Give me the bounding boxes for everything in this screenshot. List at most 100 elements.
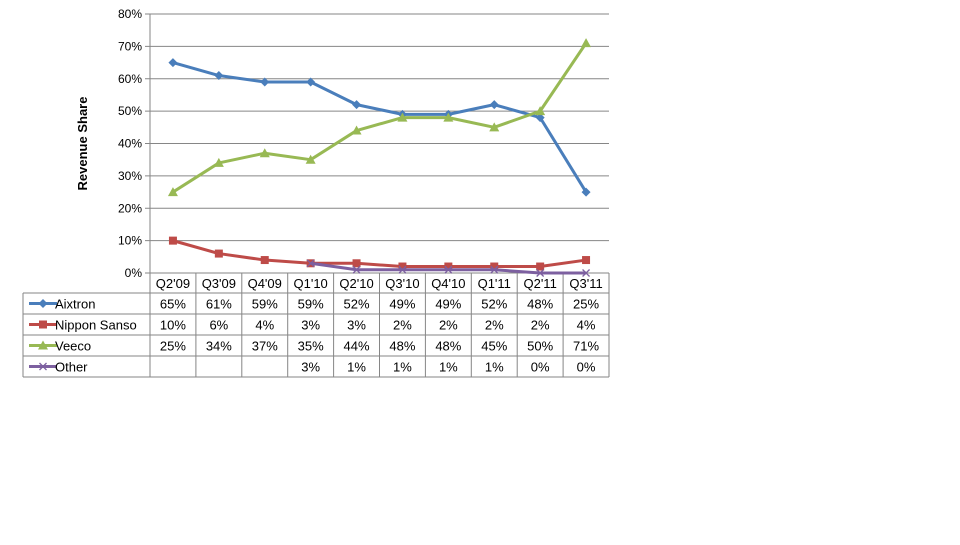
legend-label: Nippon Sanso	[55, 318, 137, 333]
data-point	[306, 259, 315, 268]
legend-label: Other	[55, 360, 88, 375]
data-point	[535, 113, 545, 123]
data-label: 3%	[347, 318, 366, 333]
data-label: 1%	[485, 360, 504, 375]
data-point	[536, 262, 545, 271]
data-point	[582, 256, 591, 265]
series-line-nippon-sanso	[172, 239, 587, 269]
data-point	[352, 100, 362, 110]
data-label: 48%	[527, 297, 553, 312]
data-label: 59%	[252, 297, 278, 312]
category-label: Q2'09	[156, 276, 190, 291]
data-point	[351, 125, 362, 135]
data-point	[260, 256, 269, 265]
category-label: Q2'11	[523, 276, 556, 291]
data-point	[260, 77, 270, 87]
data-label: 61%	[206, 297, 232, 312]
data-point	[489, 122, 500, 132]
data-point	[443, 112, 454, 122]
y-tick-label: 30%	[118, 169, 142, 183]
y-tick-label: 50%	[118, 104, 142, 118]
y-tick-label: 40%	[118, 137, 142, 151]
data-label: 48%	[435, 339, 461, 354]
category-label: Q1'11	[478, 276, 511, 291]
data-label: 2%	[485, 318, 504, 333]
data-point	[398, 262, 407, 271]
data-label: 0%	[531, 360, 550, 375]
category-label: Q3'11	[569, 276, 602, 291]
data-label: 2%	[393, 318, 412, 333]
data-point	[214, 71, 224, 81]
data-point	[306, 77, 316, 87]
data-label: 4%	[577, 318, 596, 333]
legend-key	[39, 320, 47, 329]
data-label: 4%	[255, 318, 274, 333]
data-point	[214, 249, 223, 258]
data-label: 2%	[531, 318, 550, 333]
data-label: 49%	[389, 297, 415, 312]
category-label: Q2'10	[339, 276, 373, 291]
data-label: 37%	[252, 339, 278, 354]
y-tick-label: 80%	[118, 7, 142, 21]
data-label: 3%	[301, 360, 320, 375]
data-point	[352, 259, 361, 268]
data-point	[490, 262, 499, 271]
data-label: 2%	[439, 318, 458, 333]
data-point	[581, 38, 592, 48]
legend-label: Aixtron	[55, 297, 95, 312]
category-label: Q1'10	[294, 276, 328, 291]
data-point	[444, 265, 453, 274]
data-label: 52%	[344, 297, 370, 312]
series-line-veeco	[172, 42, 588, 194]
data-point	[490, 265, 499, 274]
y-tick-label: 60%	[118, 72, 142, 86]
data-point	[398, 265, 407, 274]
series-line-aixtron	[172, 61, 588, 193]
data-label: 49%	[435, 297, 461, 312]
data-label: 25%	[160, 339, 186, 354]
data-label: 1%	[439, 360, 458, 375]
data-label: 50%	[527, 339, 553, 354]
data-point	[536, 269, 545, 277]
data-label: 52%	[481, 297, 507, 312]
data-label: 25%	[573, 297, 599, 312]
data-point	[535, 106, 546, 116]
data-label: 71%	[573, 339, 599, 354]
data-point	[168, 58, 178, 68]
data-label: 35%	[298, 339, 324, 354]
data-point	[213, 157, 224, 167]
y-tick-label: 70%	[118, 39, 142, 53]
data-point	[581, 187, 591, 197]
data-label: 34%	[206, 339, 232, 354]
y-tick-label: 10%	[118, 234, 142, 248]
data-label: 1%	[393, 360, 412, 375]
data-point	[168, 236, 177, 245]
data-point	[352, 265, 361, 274]
y-tick-label: 0%	[125, 266, 143, 280]
legend-key	[38, 299, 48, 308]
category-label: Q3'10	[385, 276, 419, 291]
category-label: Q4'10	[431, 276, 465, 291]
y-axis-title: Revenue Share	[75, 97, 90, 191]
data-point	[444, 262, 453, 271]
data-point	[259, 148, 270, 158]
category-label: Q4'09	[248, 276, 282, 291]
legend-key	[38, 340, 48, 350]
legend-label: Veeco	[55, 339, 91, 354]
data-point	[167, 187, 178, 197]
data-label: 10%	[160, 318, 186, 333]
data-point	[582, 269, 591, 277]
data-point	[397, 112, 408, 122]
legend-key	[39, 362, 47, 371]
y-tick-label: 20%	[118, 201, 142, 215]
data-label: 45%	[481, 339, 507, 354]
data-label: 0%	[577, 360, 596, 375]
data-label: 1%	[347, 360, 366, 375]
data-label: 6%	[209, 318, 228, 333]
data-label: 65%	[160, 297, 186, 312]
data-point	[489, 100, 499, 110]
data-label: 44%	[344, 339, 370, 354]
category-label: Q3'09	[202, 276, 236, 291]
